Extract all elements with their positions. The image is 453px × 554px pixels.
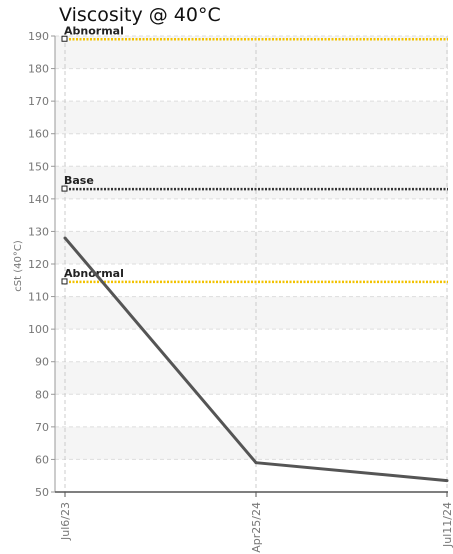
ref-marker-0 [61,35,68,42]
chart-bands [55,36,448,492]
band-70 [55,394,448,427]
y-tick-label-90: 90 [35,356,49,369]
series-point-0-1 [254,461,258,465]
band-100 [55,296,448,330]
band-180 [55,36,448,69]
y-tick-label-160: 160 [28,128,49,141]
band-160 [55,101,448,134]
y-tick-label-100: 100 [28,323,49,336]
y-axis-title: cSt (40°C) [13,240,24,292]
y-tick-label-80: 80 [35,388,49,401]
y-tick-label-170: 170 [28,95,49,108]
band-60 [55,426,448,460]
y-tick-label-190: 190 [28,30,49,43]
x-tick-label-1: Apr25/24 [250,502,263,553]
ref-label-1: Base [64,174,94,187]
band-130 [55,198,448,232]
band-140 [55,166,448,199]
y-tick-label-150: 150 [28,160,49,173]
x-tick-labels: Jul6/23 Apr25/24 Jul11/24 [59,492,453,553]
band-110 [55,264,448,297]
x-tick-label-2: Jul11/24 [441,502,453,548]
y-tick-labels: 50 60 70 80 90 100 110 120 130 140 150 160 170 180 190 [28,30,55,499]
band-90 [55,329,448,362]
y-tick-label-130: 130 [28,225,49,238]
ref-marker-1 [61,185,68,192]
series-point-0-2 [445,479,449,483]
y-tick-label-180: 180 [28,63,49,76]
y-tick-label-50: 50 [35,486,49,499]
band-120 [55,231,448,264]
band-170 [55,68,448,102]
band-80 [55,361,448,395]
ref-label-0: Abnormal [64,24,124,37]
chart-title: Viscosity @ 40°C [59,4,221,26]
ref-marker-2 [61,278,68,285]
y-tick-label-70: 70 [35,421,49,434]
y-tick-label-60: 60 [35,453,49,466]
series-point-0-0 [63,236,67,240]
band-150 [55,133,448,167]
x-tick-label-0: Jul6/23 [59,502,72,541]
y-tick-label-140: 140 [28,193,49,206]
y-tick-label-110: 110 [28,291,49,304]
y-tick-label-120: 120 [28,258,49,271]
data-series [63,236,449,483]
